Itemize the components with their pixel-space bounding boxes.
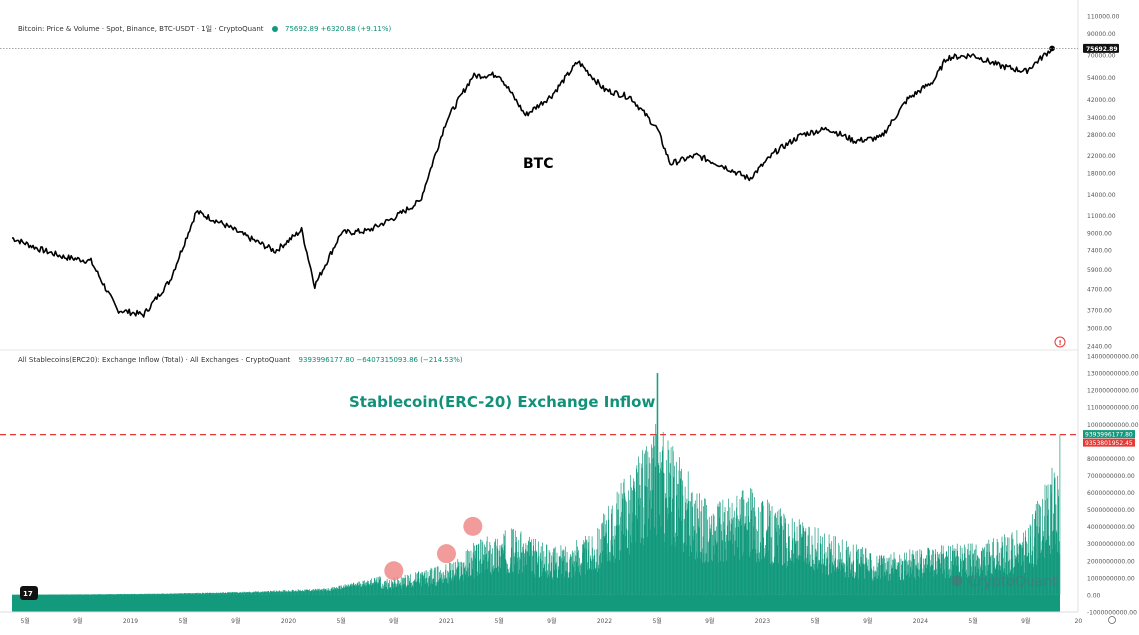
- btc-legend-change: +6320.88 (+9.11%): [321, 25, 392, 33]
- y-tick-label-top: 18000.00: [1087, 170, 1116, 177]
- y-tick-label-top: 34000.00: [1087, 115, 1116, 122]
- y-tick-label-top: 7400.00: [1087, 247, 1112, 254]
- y-tick-label-bottom: 3000000000.00: [1087, 541, 1135, 548]
- btc-line-group: [12, 46, 1055, 317]
- y-tick-label-bottom: 13000000000.00: [1087, 371, 1139, 378]
- overlays: BTC! Stablecoin(ERC-20) Exchange Inflow Cr…: [0, 48, 1078, 600]
- highlight-marker: [384, 561, 403, 580]
- btc-price-line: [12, 48, 1052, 317]
- inflow-baseline: [12, 595, 1060, 612]
- bottom-y-axis: 14000000000.00 13000000000.00 12000000000.…: [1083, 354, 1139, 617]
- x-tick-label: 2024: [913, 618, 928, 625]
- top-grid: [0, 0, 1078, 612]
- highlight-marker: [463, 517, 482, 536]
- y-tick-label-top: 3000.00: [1087, 326, 1112, 333]
- alert-icon-mark: !: [1059, 339, 1062, 347]
- x-tick-label: 5월: [336, 617, 345, 625]
- y-tick-label-top: 3700.00: [1087, 307, 1112, 314]
- legend-dot-icon: [272, 26, 278, 32]
- x-tick-label: 2022: [597, 618, 612, 625]
- watermark-logo-icon: [952, 576, 963, 587]
- btc-legend-value: 75692.89: [285, 25, 318, 33]
- y-tick-label-bottom: 1000000000.00: [1087, 575, 1135, 582]
- highlight-marker: [437, 544, 456, 563]
- y-tick-label-bottom: 8000000000.00: [1087, 456, 1135, 463]
- y-tick-label-top: 54000.00: [1087, 75, 1116, 82]
- y-tick-label-bottom: 10000000000.00: [1087, 422, 1139, 429]
- y-tick-label-top: 2440.00: [1087, 344, 1112, 351]
- x-axis: 5월 9월 2019 5월 9월 2020 5월 9월 2021 5월 9월 2022 5월 9월 2023…: [0, 612, 1116, 625]
- x-tick-label: 9월: [389, 617, 398, 625]
- y-tick-label-bottom: 14000000000.00: [1087, 354, 1139, 361]
- x-tick-label: 9월: [231, 617, 240, 625]
- x-tick-label: 5월: [652, 617, 661, 625]
- y-tick-label-bottom: 6000000000.00: [1087, 490, 1135, 497]
- btc-legend-title: Bitcoin: Price & Volume · Spot, Binance,…: [18, 25, 264, 33]
- y-tick-label-top: 14000.00: [1087, 192, 1116, 199]
- x-tick-label: 2023: [755, 618, 770, 625]
- watermark-text: CryptoQuant: [968, 574, 1058, 590]
- y-tick-label-bottom: 11000000000.00: [1087, 405, 1139, 412]
- inflow-bar: [1060, 435, 1061, 595]
- y-tick-label-bottom: 2000000000.00: [1087, 558, 1135, 565]
- inflow-legend-value: 9393996177.80: [299, 356, 355, 364]
- x-tick-label: 5월: [20, 617, 29, 625]
- inflow-chart-title: Stablecoin(ERC-20) Exchange Inflow: [349, 393, 655, 411]
- inflow-legend: All Stablecoins(ERC20): Exchange Inflow …: [18, 356, 463, 364]
- label-value-text: 9353801952.45: [1085, 440, 1133, 447]
- last-price-label: 75692.89: [1086, 46, 1118, 53]
- y-tick-label-top: 110000.00: [1087, 14, 1120, 21]
- inflow-legend-title: All Stablecoins(ERC20): Exchange Inflow …: [18, 356, 290, 364]
- x-tick-label: 2021: [439, 618, 454, 625]
- y-tick-label-bottom: -1000000000.00: [1087, 610, 1137, 617]
- x-tick-label: 9월: [547, 617, 556, 625]
- x-tick-label: 5월: [178, 617, 187, 625]
- y-tick-label-bottom: 12000000000.00: [1087, 388, 1139, 395]
- x-tick-label: 2020: [281, 618, 296, 625]
- x-tick-label: 9월: [73, 617, 82, 625]
- y-tick-label-top: 11000.00: [1087, 213, 1116, 220]
- y-tick-label-bottom: 7000000000.00: [1087, 473, 1135, 480]
- y-tick-label-top: 4700.00: [1087, 287, 1112, 294]
- top-y-axis: 110000.00 90000.00 70000.00 54000.00 42000.0…: [1083, 14, 1120, 351]
- y-tick-label-bottom: 5000000000.00: [1087, 507, 1135, 514]
- x-tick-label: 9월: [705, 617, 714, 625]
- x-tick-label: 20: [1075, 618, 1083, 625]
- x-tick-label: 2019: [123, 618, 138, 625]
- y-tick-label-top: 42000.00: [1087, 97, 1116, 104]
- last-value-label: 9393996177.80: [1085, 432, 1133, 439]
- btc-chart-title: BTC: [523, 156, 554, 172]
- y-tick-label-bottom: 0.00: [1087, 592, 1101, 599]
- tradingview-logo-mark: 17: [23, 590, 33, 598]
- x-tick-label: 5월: [968, 617, 977, 625]
- settings-gear-icon: [1109, 617, 1116, 624]
- y-tick-label-top: 70000.00: [1087, 53, 1116, 60]
- y-tick-label-top: 22000.00: [1087, 153, 1116, 160]
- y-tick-label-bottom: 4000000000.00: [1087, 524, 1135, 531]
- y-tick-label-top: 28000.00: [1087, 132, 1116, 139]
- btc-legend: Bitcoin: Price & Volume · Spot, Binance,…: [18, 24, 391, 34]
- y-tick-label-top: 90000.00: [1087, 31, 1116, 38]
- x-tick-label: 5월: [494, 617, 503, 625]
- x-tick-label: 9월: [1021, 617, 1030, 625]
- y-tick-label-top: 5900.00: [1087, 267, 1112, 274]
- x-tick-label: 5월: [810, 617, 819, 625]
- y-tick-label-top: 9000.00: [1087, 230, 1112, 237]
- x-tick-label: 9월: [863, 617, 872, 625]
- inflow-legend-change: −6407315093.86 (−214.53%): [356, 356, 462, 364]
